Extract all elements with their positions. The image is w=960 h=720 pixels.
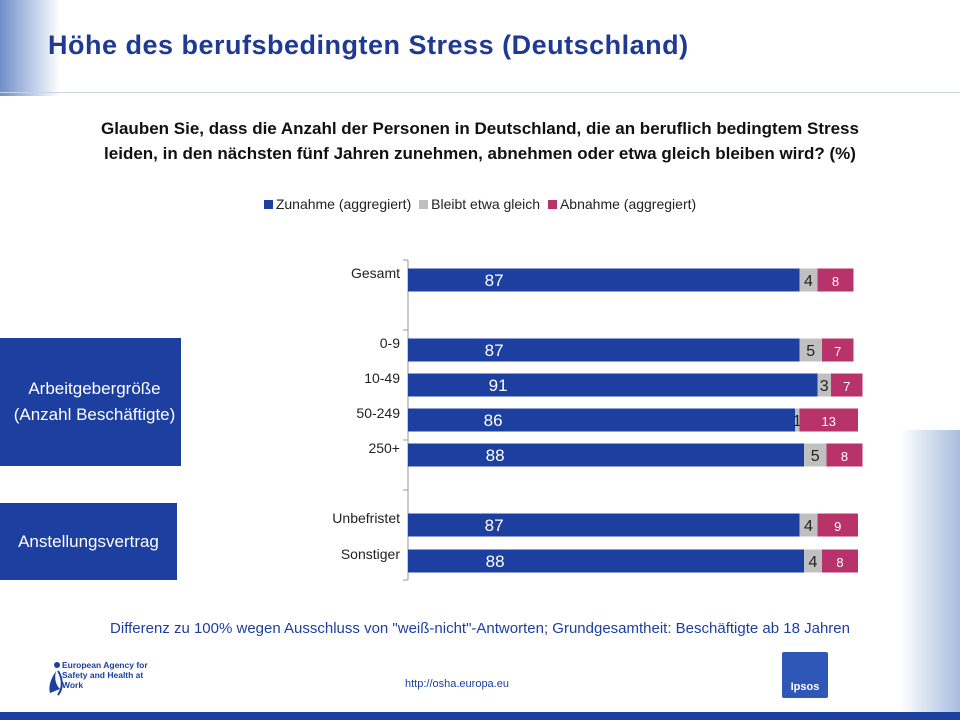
bar-segment: [408, 408, 795, 432]
category-label: 50-249: [356, 405, 400, 421]
data-label: 91: [489, 376, 508, 395]
legend-label-decrease: Abnahme (aggregiert): [559, 196, 697, 212]
legend-label-same: Bleibt etwa gleich: [431, 196, 541, 212]
bar-segment: [408, 338, 800, 362]
data-label: 88: [486, 446, 505, 465]
bar-segment: [822, 549, 858, 573]
data-label: 13: [822, 414, 836, 429]
group-label-contract: Anstellungsvertrag: [18, 531, 159, 551]
side-gradient: [900, 430, 960, 720]
category-label: 10-49: [364, 370, 400, 386]
data-label: 7: [834, 344, 841, 359]
legend-item-increase: Zunahme (aggregiert): [263, 196, 412, 212]
bar-segment: [408, 268, 800, 292]
legend-item-same: Bleibt etwa gleich: [419, 196, 540, 212]
bar-segment: [831, 373, 863, 397]
eu-osha-logo-text: European Agency for Safety and Health at…: [62, 660, 148, 690]
data-label: 8: [836, 555, 843, 570]
data-label: 87: [485, 341, 504, 360]
bar-segment: [408, 373, 818, 397]
legend-swatch-same: [419, 200, 429, 209]
legend-swatch-decrease: [547, 200, 557, 209]
bar-segment: [804, 443, 827, 467]
page-title: Höhe des berufsbedingten Stress (Deutsch…: [48, 30, 689, 60]
bar-segment: [799, 408, 858, 432]
eu-osha-logo: [49, 662, 63, 696]
data-label: 3: [820, 378, 829, 395]
stacked-bar-chart: Gesamt 87 4 80-9 87 5 710-49 91 3 750-249 86 1 13250…: [332, 259, 863, 581]
footer-url[interactable]: http://osha.europa.eu: [405, 678, 509, 690]
group-label-employer-size: Arbeitgebergröße (Anzahl Beschäftigte): [13, 379, 176, 424]
category-label: Sonstiger: [341, 546, 400, 562]
legend-swatch-increase: [263, 200, 273, 209]
group-box-employer-size: Arbeitgebergröße (Anzahl Beschäftigte): [0, 338, 181, 466]
bar-segment: [817, 373, 831, 397]
footer-band: [0, 712, 960, 720]
category-label: 250+: [368, 440, 400, 456]
data-label: 88: [486, 552, 505, 571]
bar-segment: [822, 338, 854, 362]
bar-segment: [826, 443, 863, 467]
category-label: 0-9: [380, 335, 400, 351]
legend-item-decrease: Abnahme (aggregiert): [547, 196, 697, 212]
data-label: 5: [811, 448, 820, 465]
category-label: Unbefristet: [332, 510, 400, 526]
data-label: 7: [843, 379, 850, 394]
bar-segment: [408, 443, 804, 467]
data-label: 1: [793, 413, 802, 430]
ipsos-logo-text: Ipsos: [790, 681, 820, 693]
legend-label-increase: Zunahme (aggregiert): [275, 196, 412, 212]
data-label: 4: [804, 273, 813, 290]
category-label: Gesamt: [351, 265, 400, 281]
bar-segment: [799, 268, 818, 292]
bar-segment: [799, 338, 822, 362]
chart-legend: Zunahme (aggregiert) Bleibt etwa gleich …: [0, 196, 960, 212]
bar-segment: [804, 549, 822, 573]
data-label: 9: [834, 519, 841, 534]
data-label: 86: [484, 411, 503, 430]
data-label: 5: [806, 343, 815, 360]
data-label: 8: [832, 274, 839, 289]
data-label: 4: [804, 518, 813, 535]
bar-segment: [408, 549, 804, 573]
data-label: 4: [809, 554, 818, 571]
group-box-contract: Anstellungsvertrag: [0, 503, 177, 580]
bar-segment: [817, 268, 854, 292]
data-label: 87: [485, 516, 504, 535]
bar-segment: [799, 513, 818, 537]
bar-segment: [817, 513, 858, 537]
chart-question: Glauben Sie, dass die Anzahl der Persone…: [101, 119, 859, 163]
header-gradient: [0, 0, 60, 96]
footnote: Differenz zu 100% wegen Ausschluss von "…: [110, 620, 850, 637]
ipsos-logo: Ipsos: [782, 652, 828, 698]
data-label: 8: [841, 449, 848, 464]
data-label: 87: [485, 271, 504, 290]
header-divider: [0, 92, 960, 93]
bar-segment: [795, 408, 800, 432]
bar-segment: [408, 513, 800, 537]
